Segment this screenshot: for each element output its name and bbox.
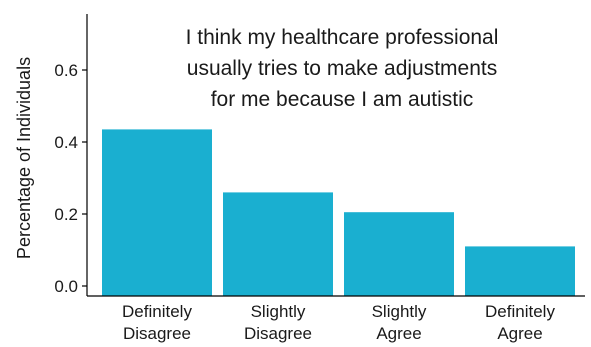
bars (102, 129, 575, 296)
bar (102, 129, 212, 296)
bar (344, 212, 454, 296)
bar (465, 246, 575, 296)
x-category-label: Agree (376, 324, 421, 343)
x-category-label: Disagree (123, 324, 191, 343)
x-category-label: Slightly (372, 302, 427, 321)
chart-title-line: usually tries to make adjustments (187, 57, 497, 80)
y-axis-ticks: 0.0 0.2 0.4 0.6 (54, 61, 87, 296)
x-category-label: Agree (497, 324, 542, 343)
bar (223, 192, 333, 296)
y-tick-label: 0.2 (54, 205, 78, 224)
y-tick-label: 0.6 (54, 61, 78, 80)
x-category-label: Definitely (485, 302, 555, 321)
x-category-label: Definitely (122, 302, 192, 321)
y-axis-title: Percentage of Individuals (14, 57, 34, 259)
chart-title-line: for me because I am autistic (211, 88, 474, 111)
chart-title: I think my healthcare professional usuall… (186, 26, 499, 111)
y-tick-label: 0.4 (54, 133, 78, 152)
y-tick-label: 0.0 (54, 277, 78, 296)
x-category-label: Disagree (244, 324, 312, 343)
x-category-label: Slightly (251, 302, 306, 321)
x-axis-labels: Definitely Disagree Slightly Disagree Slight… (122, 302, 555, 343)
chart-title-line: I think my healthcare professional (186, 26, 499, 49)
